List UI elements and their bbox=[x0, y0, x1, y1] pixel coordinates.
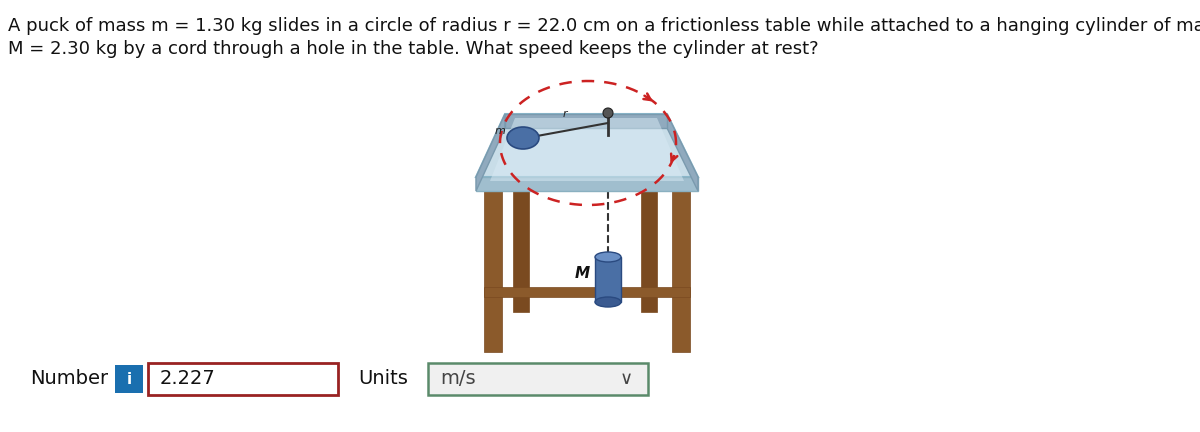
Text: ∨: ∨ bbox=[619, 370, 632, 388]
Bar bbox=[428, 363, 648, 395]
Polygon shape bbox=[505, 114, 667, 128]
Text: M = 2.30 kg by a cord through a hole in the table. What speed keeps the cylinder: M = 2.30 kg by a cord through a hole in … bbox=[8, 40, 818, 58]
Bar bbox=[484, 191, 502, 352]
Polygon shape bbox=[476, 177, 698, 191]
Bar bbox=[595, 257, 622, 302]
Circle shape bbox=[604, 108, 613, 118]
Ellipse shape bbox=[595, 252, 622, 262]
Text: M: M bbox=[575, 266, 590, 281]
Text: A puck of mass m = 1.30 kg slides in a circle of radius r = 22.0 cm on a frictio: A puck of mass m = 1.30 kg slides in a c… bbox=[8, 17, 1200, 35]
Polygon shape bbox=[667, 114, 698, 191]
Text: m/s: m/s bbox=[440, 369, 475, 388]
Text: 2.227: 2.227 bbox=[160, 369, 216, 388]
Bar bbox=[148, 363, 338, 395]
Bar bbox=[484, 287, 690, 297]
Text: r: r bbox=[563, 109, 568, 119]
Polygon shape bbox=[476, 114, 698, 177]
Text: Number: Number bbox=[30, 369, 108, 388]
Bar bbox=[514, 128, 529, 312]
Polygon shape bbox=[476, 114, 505, 191]
Text: i: i bbox=[126, 372, 132, 387]
Text: m: m bbox=[496, 126, 506, 136]
Text: Units: Units bbox=[358, 369, 408, 388]
Bar bbox=[115, 365, 143, 393]
Bar bbox=[672, 191, 690, 352]
Ellipse shape bbox=[508, 127, 539, 149]
Ellipse shape bbox=[595, 297, 622, 307]
Bar bbox=[641, 128, 658, 312]
Polygon shape bbox=[490, 118, 684, 181]
